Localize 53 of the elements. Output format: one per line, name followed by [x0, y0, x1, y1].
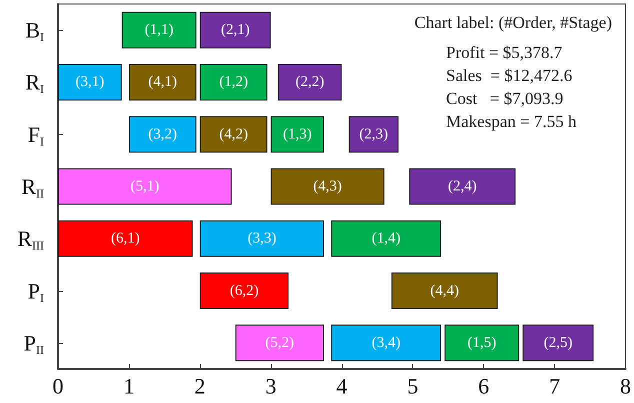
annotation: (3,2)	[148, 126, 178, 142]
annotation: (3,1)	[76, 74, 104, 90]
annotation: (2,2)	[295, 74, 324, 90]
x-tick-label: 6	[478, 374, 490, 398]
annotation: (4,2)	[219, 126, 248, 142]
bar	[278, 64, 342, 100]
x-tick-label: 5	[407, 374, 418, 398]
annotation: (2,1)	[220, 22, 250, 38]
annotation: (5,2)	[265, 334, 294, 351]
x-tick-label: 2	[194, 374, 206, 398]
annotation: (3,4)	[372, 334, 400, 351]
bar	[200, 272, 289, 310]
annotation: (2,5)	[544, 334, 572, 351]
annotation: Sales = $12,472.6	[446, 66, 572, 85]
annotation: (2,4)	[448, 178, 477, 194]
bar	[270, 116, 324, 153]
annotation: (1,2)	[219, 74, 248, 90]
annotation: (6,1)	[111, 230, 140, 247]
x-tick-label: 4	[336, 374, 348, 398]
annotation: (1,5)	[467, 334, 496, 351]
annotation: (3,3)	[248, 230, 276, 247]
bar	[128, 116, 196, 153]
bar	[391, 272, 498, 310]
bar	[522, 324, 594, 362]
bar	[128, 64, 196, 100]
annotation: (5,1)	[130, 178, 160, 194]
annotation: Cost = $7,093.9	[446, 89, 564, 108]
annotation: Profit = $5,378.7	[446, 43, 563, 62]
bar	[58, 220, 193, 257]
x-tick-label: 3	[265, 374, 276, 398]
bar	[58, 168, 232, 205]
annotation: (4,1)	[148, 74, 178, 90]
bar	[348, 116, 398, 153]
annotation: (1,3)	[283, 126, 312, 142]
x-tick-label: 1	[123, 374, 134, 398]
bar	[331, 220, 442, 257]
bar	[200, 116, 268, 153]
annotation: (4,4)	[430, 282, 459, 299]
annotation: (4,3)	[313, 178, 342, 194]
bar	[270, 168, 384, 205]
x-tick-label: 7	[549, 374, 560, 398]
annotation: Makespan = 7.55 h	[446, 112, 577, 131]
bar	[200, 64, 268, 100]
bar	[444, 324, 520, 362]
bar	[58, 64, 122, 100]
annotation: (6,2)	[230, 282, 259, 299]
x-tick-label: 8	[620, 374, 631, 398]
annotation: (2,3)	[359, 126, 388, 142]
annotation: Chart label: (#Order, #Stage)	[414, 13, 612, 32]
x-tick-label: 0	[52, 374, 64, 398]
annotation: (1,4)	[372, 230, 400, 247]
bar	[235, 324, 324, 362]
annotation: (1,1)	[144, 22, 174, 38]
